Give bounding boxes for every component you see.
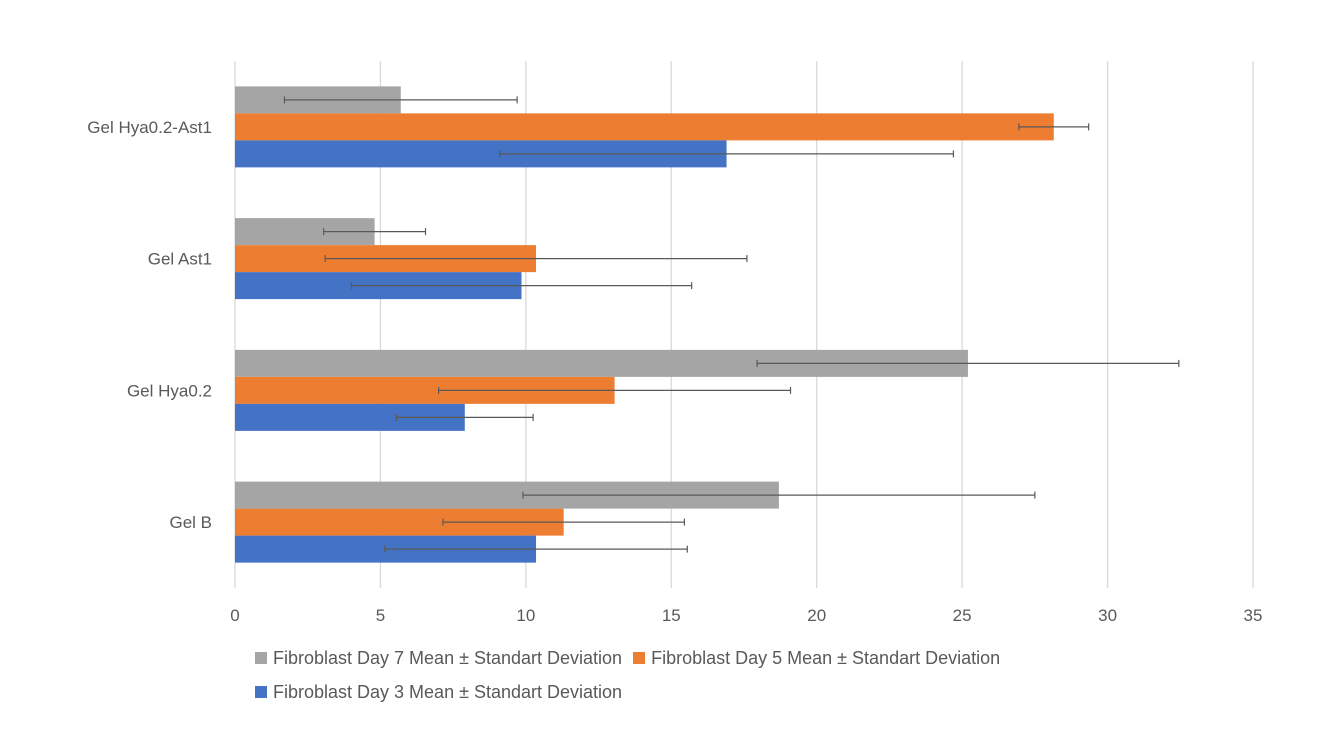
error-bars (283, 96, 1180, 553)
x-tick-label: 5 (376, 606, 385, 625)
legend-swatch-day3 (255, 686, 267, 698)
legend-item-day7: Fibroblast Day 7 Mean ± Standart Deviati… (255, 641, 622, 675)
x-axis-ticks: 0 5 10 15 20 25 30 35 (230, 606, 1262, 625)
legend-swatch-day5 (633, 652, 646, 664)
x-tick-label: 0 (230, 606, 239, 625)
x-tick-label: 30 (1098, 606, 1117, 625)
legend: Fibroblast Day 7 Mean ± Standart Deviati… (255, 641, 1135, 709)
x-tick-label: 10 (516, 606, 535, 625)
x-tick-label: 15 (662, 606, 681, 625)
legend-label-day7: Fibroblast Day 7 Mean ± Standart Deviati… (273, 647, 623, 668)
legend-label-day3: Fibroblast Day 3 Mean ± Standart Deviati… (273, 681, 623, 702)
x-tick-label: 20 (807, 606, 826, 625)
category-label: Gel B (169, 513, 212, 532)
category-label: Gel Hya0.2 (127, 381, 212, 400)
legend-swatch-day7 (255, 652, 267, 664)
category-label: Gel Hya0.2-Ast1 (87, 118, 212, 137)
legend-item-day5: Fibroblast Day 5 Mean ± Standart Deviati… (633, 641, 1000, 675)
x-tick-label: 35 (1244, 606, 1263, 625)
bars (235, 86, 1054, 563)
x-tick-label: 25 (953, 606, 972, 625)
category-labels: Gel Hya0.2-Ast1 Gel Ast1 Gel Hya0.2 Gel B (87, 118, 212, 532)
category-label: Gel Ast1 (148, 250, 212, 269)
legend-label-day5: Fibroblast Day 5 Mean ± Standart Deviati… (651, 647, 1001, 668)
legend-item-day3: Fibroblast Day 3 Mean ± Standart Deviati… (255, 675, 622, 709)
bar (235, 113, 1054, 141)
